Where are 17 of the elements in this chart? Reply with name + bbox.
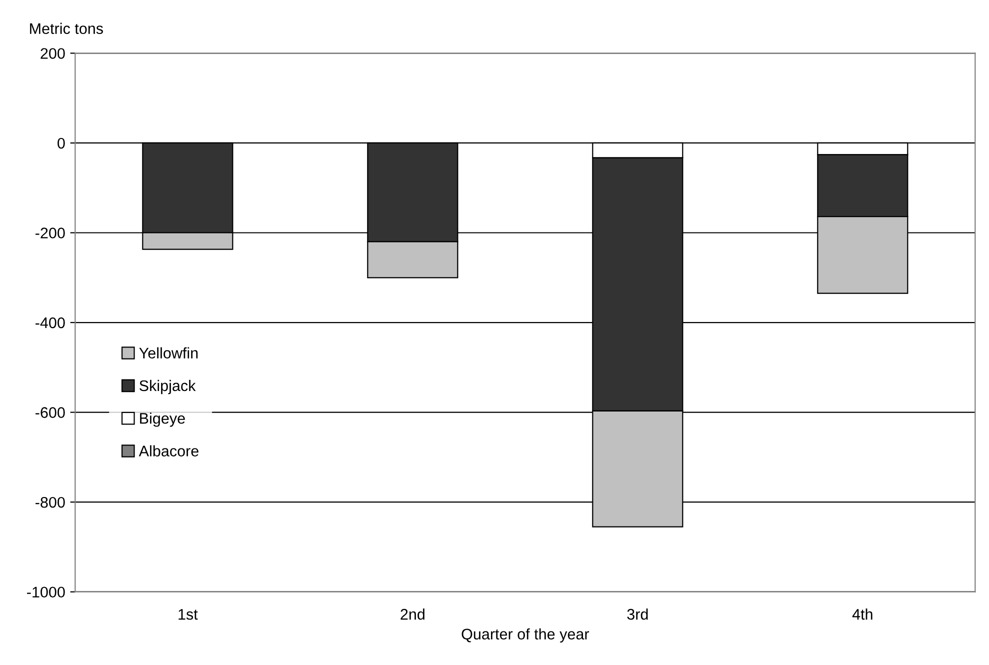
y-tick-label: -800	[36, 496, 65, 508]
legend-label: Albacore	[138, 445, 198, 456]
y-tick-label: -400	[36, 317, 65, 328]
y-axis-title: Metric tons	[30, 22, 103, 34]
legend-label: Yellowfin	[139, 347, 198, 358]
x-tick-label: 1st	[178, 609, 198, 620]
x-axis-title: Quarter of the year	[462, 628, 590, 643]
legend-label: Bigeye	[140, 412, 185, 427]
y-tick-label: 200	[40, 48, 65, 59]
x-tick-label: 2nd	[400, 608, 424, 620]
x-tick-label: 3rd	[627, 608, 648, 620]
y-tick-label: -200	[36, 228, 65, 238]
y-tick-label: -600	[36, 407, 65, 418]
y-tick-label: -1000	[27, 586, 65, 598]
y-tick-label: 0	[58, 138, 65, 149]
legend-label: Skipjack	[140, 380, 196, 394]
x-tick-label: 4th	[852, 608, 872, 620]
